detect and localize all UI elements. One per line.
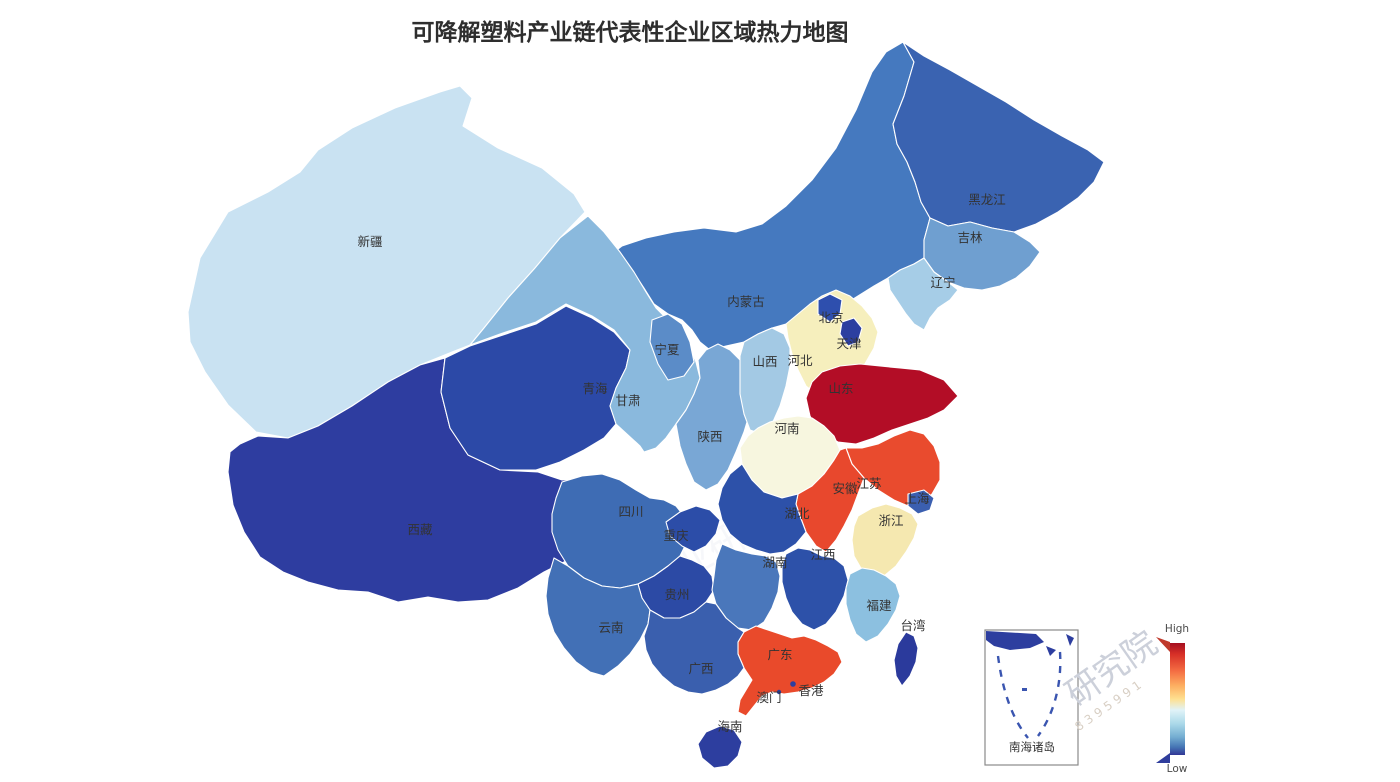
label-xizang: 西藏 [407, 522, 433, 537]
label-sichuan: 四川 [618, 504, 643, 519]
south-china-sea-inset: 南海诸岛 [984, 629, 1079, 766]
label-fujian: 福建 [866, 598, 892, 613]
legend-high-marker[interactable] [1156, 637, 1170, 652]
province-zhejiang[interactable] [851, 503, 919, 581]
province-ningxia[interactable] [649, 313, 695, 381]
label-yunnan: 云南 [598, 620, 623, 635]
label-hebei: 河北 [787, 353, 813, 368]
province-yunnan[interactable] [545, 557, 651, 677]
province-hongkong[interactable] [790, 681, 796, 687]
label-shanxi: 山西 [752, 354, 777, 369]
chart-title: 可降解塑料产业链代表性企业区域热力地图 [412, 19, 849, 46]
province-shanxi[interactable] [739, 327, 791, 435]
province-guangxi[interactable] [643, 601, 745, 695]
label-beijing: 北京 [818, 310, 843, 325]
inset-frame [984, 629, 1079, 766]
label-neimenggu: 内蒙古 [727, 294, 765, 309]
province-shaanxi[interactable] [675, 343, 753, 491]
label-qinghai: 青海 [582, 381, 608, 396]
inset-dash-line-east [1037, 651, 1062, 737]
province-jiangsu[interactable] [845, 429, 941, 507]
heat-legend: High Low [1156, 623, 1189, 775]
label-macau: 澳门 [756, 690, 781, 705]
province-layer [187, 41, 1105, 769]
province-hunan[interactable] [711, 543, 781, 631]
province-shanghai[interactable] [907, 489, 935, 515]
province-hainan[interactable] [697, 725, 743, 769]
label-gansu: 甘肃 [615, 393, 640, 408]
label-shandong: 山东 [828, 381, 853, 396]
legend-low-label: Low [1167, 763, 1188, 775]
label-liaoning: 辽宁 [930, 275, 955, 290]
label-henan: 河南 [774, 421, 799, 436]
province-taiwan[interactable] [893, 631, 919, 687]
province-liaoning[interactable] [887, 257, 959, 331]
province-beijing[interactable] [817, 293, 843, 323]
label-taiwan: 台湾 [900, 618, 925, 633]
label-hainan: 海南 [717, 719, 742, 734]
label-jiangsu: 江苏 [856, 476, 881, 491]
label-guangdong: 广东 [767, 647, 792, 662]
legend-gradient-bar[interactable] [1170, 643, 1185, 755]
inset-label: 南海诸岛 [1009, 740, 1055, 754]
label-chongqing: 重庆 [663, 528, 689, 543]
label-xinjiang: 新疆 [357, 234, 382, 249]
label-jilin: 吉林 [957, 230, 983, 245]
label-hubei: 湖北 [784, 506, 810, 521]
label-hongkong: 香港 [798, 683, 824, 698]
label-heilongjiang: 黑龙江 [968, 192, 1006, 207]
inset-island-dot [1022, 688, 1027, 691]
province-tianjin[interactable] [839, 317, 863, 347]
inset-island-shape [1066, 634, 1074, 646]
label-anhui: 安徽 [832, 481, 858, 496]
inset-dash-line-west [996, 655, 1029, 739]
province-macau[interactable] [776, 689, 782, 695]
label-shaanxi: 陕西 [697, 429, 722, 444]
province-jiangxi[interactable] [781, 547, 849, 631]
label-ningxia: 宁夏 [654, 342, 680, 357]
label-zhejiang: 浙江 [878, 513, 903, 528]
legend-low-marker[interactable] [1156, 753, 1170, 763]
province-shandong[interactable] [805, 363, 959, 445]
label-tianjin: 天津 [836, 336, 861, 351]
legend-high-label: High [1165, 623, 1189, 635]
province-fujian[interactable] [845, 567, 901, 643]
label-hunan: 湖南 [762, 555, 787, 570]
label-guizhou: 贵州 [664, 587, 689, 602]
province-label-layer: 新疆 西藏 青海 甘肃 宁夏 陕西 内蒙古 山西 河北 北京 天津 山东 河南 … [357, 192, 1005, 734]
province-gansu[interactable] [469, 215, 701, 453]
label-shanghai: 上海 [904, 491, 930, 506]
label-jiangxi: 江西 [810, 547, 835, 562]
province-chongqing[interactable] [665, 505, 721, 553]
province-hubei[interactable] [717, 463, 807, 555]
inset-coast-shape [986, 631, 1044, 650]
province-guangdong[interactable] [737, 625, 843, 717]
province-heilongjiang[interactable] [892, 41, 1105, 233]
label-guangxi: 广西 [688, 661, 713, 676]
inset-island-shape [1046, 646, 1056, 656]
